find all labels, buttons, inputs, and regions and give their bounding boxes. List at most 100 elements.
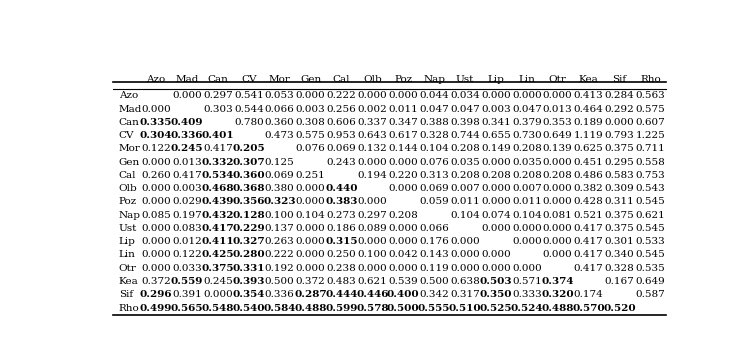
- Text: 0.104: 0.104: [512, 211, 542, 220]
- Text: 0.488: 0.488: [294, 303, 327, 313]
- Text: 0.000: 0.000: [296, 224, 325, 233]
- Text: 0.000: 0.000: [357, 158, 387, 167]
- Text: 0.000: 0.000: [450, 264, 480, 273]
- Text: Rho: Rho: [119, 303, 140, 313]
- Text: 0.432: 0.432: [201, 211, 234, 220]
- Text: 0.074: 0.074: [481, 211, 510, 220]
- Text: Sif: Sif: [612, 75, 626, 84]
- Text: 0.000: 0.000: [296, 197, 325, 207]
- Text: 0.000: 0.000: [296, 91, 325, 100]
- Text: 0.607: 0.607: [635, 118, 665, 127]
- Text: 0.000: 0.000: [389, 158, 418, 167]
- Text: 0.245: 0.245: [171, 144, 204, 153]
- Text: 0.000: 0.000: [357, 264, 387, 273]
- Text: 0.000: 0.000: [543, 197, 573, 207]
- Text: 0.583: 0.583: [605, 171, 635, 180]
- Text: 0.649: 0.649: [635, 277, 665, 286]
- Text: 0.000: 0.000: [141, 197, 171, 207]
- Text: 0.380: 0.380: [265, 184, 294, 193]
- Text: Otr: Otr: [549, 75, 567, 84]
- Text: 0.256: 0.256: [327, 105, 357, 114]
- Text: 0.793: 0.793: [605, 131, 635, 140]
- Text: 0.309: 0.309: [605, 184, 635, 193]
- Text: 0.303: 0.303: [203, 105, 233, 114]
- Text: 0.000: 0.000: [605, 118, 635, 127]
- Text: 0.000: 0.000: [543, 224, 573, 233]
- Text: 0.638: 0.638: [450, 277, 480, 286]
- Text: 0.401: 0.401: [201, 131, 234, 140]
- Text: 0.273: 0.273: [327, 211, 357, 220]
- Text: 0.205: 0.205: [233, 144, 265, 153]
- Text: 0.347: 0.347: [389, 118, 418, 127]
- Text: 0.208: 0.208: [389, 211, 418, 220]
- Text: 0.000: 0.000: [141, 264, 171, 273]
- Text: 0.335: 0.335: [140, 118, 172, 127]
- Text: 0.444: 0.444: [325, 290, 357, 299]
- Text: 0.053: 0.053: [265, 91, 294, 100]
- Text: 0.000: 0.000: [543, 237, 573, 246]
- Text: 0.570: 0.570: [572, 303, 605, 313]
- Text: 0.606: 0.606: [327, 118, 357, 127]
- Text: 0.222: 0.222: [265, 250, 294, 260]
- Text: 0.000: 0.000: [543, 158, 573, 167]
- Text: 0.000: 0.000: [389, 237, 418, 246]
- Text: 0.287: 0.287: [294, 290, 327, 299]
- Text: 0.341: 0.341: [481, 118, 510, 127]
- Text: 0.000: 0.000: [481, 197, 510, 207]
- Text: 0.081: 0.081: [543, 211, 573, 220]
- Text: 0.500: 0.500: [265, 277, 294, 286]
- Text: Cal: Cal: [119, 171, 136, 180]
- Text: 0.119: 0.119: [419, 264, 449, 273]
- Text: 0.368: 0.368: [233, 184, 265, 193]
- Text: 0.000: 0.000: [141, 105, 171, 114]
- Text: 0.076: 0.076: [296, 144, 325, 153]
- Text: 0.311: 0.311: [605, 197, 635, 207]
- Text: 0.342: 0.342: [419, 290, 449, 299]
- Text: 0.000: 0.000: [481, 184, 510, 193]
- Text: 0.524: 0.524: [510, 303, 543, 313]
- Text: 0.375: 0.375: [605, 144, 635, 153]
- Text: 0.468: 0.468: [201, 184, 234, 193]
- Text: 0.044: 0.044: [419, 91, 449, 100]
- Text: Olb: Olb: [119, 184, 137, 193]
- Text: 0.617: 0.617: [389, 131, 418, 140]
- Text: 0.007: 0.007: [512, 184, 542, 193]
- Text: 0.375: 0.375: [201, 264, 234, 273]
- Text: 0.122: 0.122: [141, 144, 171, 153]
- Text: 0.643: 0.643: [357, 131, 387, 140]
- Text: 0.280: 0.280: [233, 250, 265, 260]
- Text: 0.000: 0.000: [512, 91, 542, 100]
- Text: CV: CV: [241, 75, 256, 84]
- Text: 1.119: 1.119: [574, 131, 603, 140]
- Text: 0.296: 0.296: [140, 290, 172, 299]
- Text: 0.439: 0.439: [201, 197, 234, 207]
- Text: 0.587: 0.587: [635, 290, 665, 299]
- Text: 1.225: 1.225: [635, 131, 665, 140]
- Text: 0.000: 0.000: [450, 237, 480, 246]
- Text: 0.069: 0.069: [327, 144, 357, 153]
- Text: Lin: Lin: [519, 75, 535, 84]
- Text: 0.541: 0.541: [234, 91, 264, 100]
- Text: 0.208: 0.208: [450, 171, 480, 180]
- Text: Lip: Lip: [119, 237, 136, 246]
- Text: 0.003: 0.003: [481, 105, 510, 114]
- Text: 0.354: 0.354: [233, 290, 265, 299]
- Text: 0.069: 0.069: [265, 171, 294, 180]
- Text: 0.000: 0.000: [512, 237, 542, 246]
- Text: 0.033: 0.033: [172, 264, 202, 273]
- Text: 0.510: 0.510: [449, 303, 481, 313]
- Text: 0.372: 0.372: [296, 277, 325, 286]
- Text: 0.250: 0.250: [327, 250, 357, 260]
- Text: 0.011: 0.011: [512, 197, 542, 207]
- Text: 0.555: 0.555: [418, 303, 450, 313]
- Text: 0.413: 0.413: [574, 91, 603, 100]
- Text: 0.003: 0.003: [296, 105, 325, 114]
- Text: 0.100: 0.100: [265, 211, 294, 220]
- Text: 0.194: 0.194: [357, 171, 387, 180]
- Text: 0.284: 0.284: [605, 91, 635, 100]
- Text: 0.356: 0.356: [233, 197, 265, 207]
- Text: 0.360: 0.360: [233, 171, 265, 180]
- Text: Ust: Ust: [119, 224, 137, 233]
- Text: 0.011: 0.011: [450, 197, 480, 207]
- Text: 0.473: 0.473: [265, 131, 294, 140]
